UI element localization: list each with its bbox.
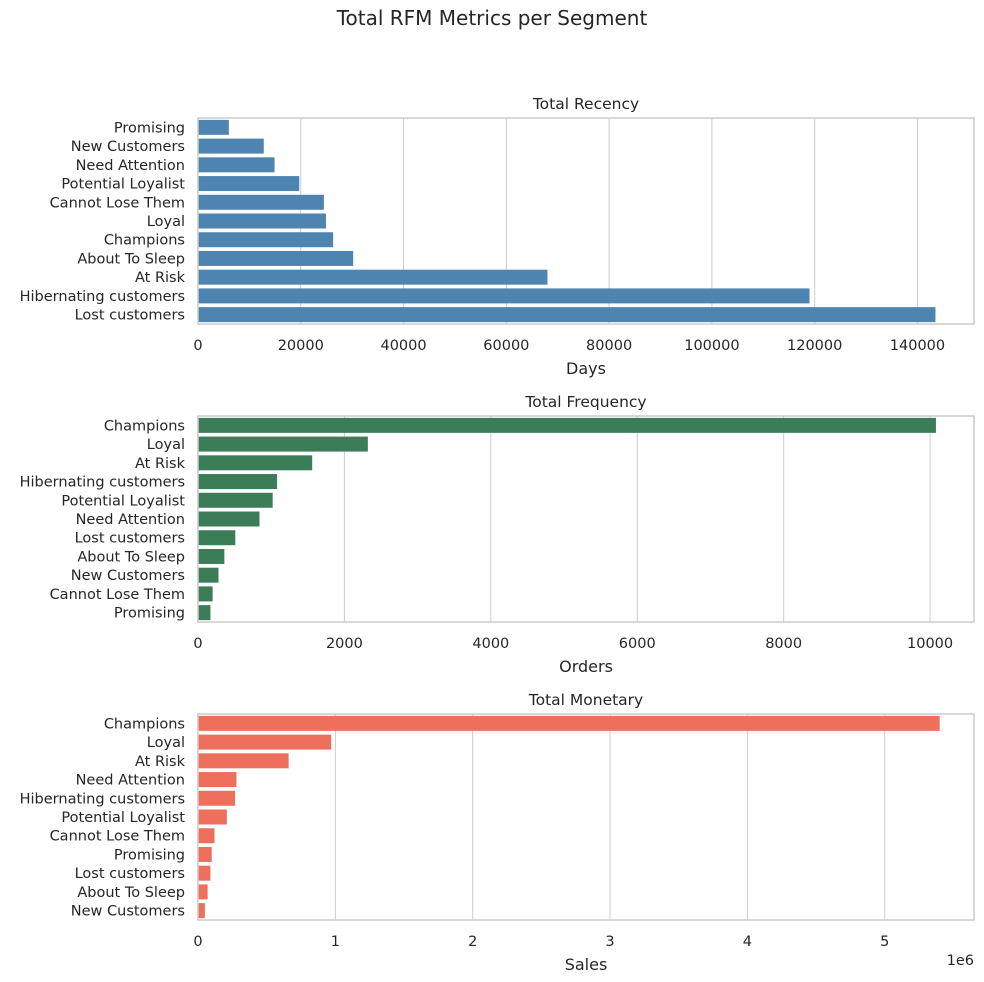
category-label: At Risk [135, 456, 186, 472]
category-label: Champions [104, 716, 185, 732]
category-label: Promising [114, 120, 185, 136]
bar [198, 903, 205, 919]
plot-frame [197, 117, 975, 325]
bar [198, 269, 548, 285]
x-axis-label: Sales [565, 955, 608, 974]
category-label: Cannot Lose Them [50, 587, 185, 603]
bar [198, 884, 208, 900]
category-label: Lost customers [75, 866, 185, 882]
bar [198, 232, 334, 248]
bar [198, 548, 225, 564]
bar [198, 194, 324, 210]
category-label: Cannot Lose Them [50, 195, 185, 211]
category-label: Lost customers [75, 308, 185, 324]
category-label: Potential Loyalist [61, 810, 185, 826]
category-label: Loyal [147, 437, 185, 453]
bar [198, 492, 273, 508]
bar [198, 288, 810, 304]
category-label: About To Sleep [77, 251, 185, 267]
bar [198, 138, 264, 154]
x-tick-label: 2000 [326, 636, 363, 652]
bar [198, 846, 212, 862]
x-tick-label: 100000 [684, 338, 739, 354]
bar [198, 865, 211, 881]
bar [198, 734, 332, 750]
panel-title: Total Monetary [528, 691, 643, 709]
bar [198, 567, 219, 583]
x-tick-label: 6000 [619, 636, 656, 652]
category-label: Need Attention [76, 773, 185, 789]
x-tick-label: 8000 [765, 636, 802, 652]
panel-title: Total Recency [532, 95, 639, 113]
plot-frame [197, 713, 975, 921]
x-tick-label: 4 [743, 934, 752, 950]
bar [198, 119, 229, 135]
bar [198, 474, 278, 490]
bar [198, 213, 326, 229]
category-label: At Risk [135, 754, 186, 770]
x-tick-label: 0 [193, 338, 202, 354]
category-label: Potential Loyalist [61, 493, 185, 509]
plot-frame [197, 415, 975, 623]
category-label: New Customers [71, 568, 185, 584]
bar [198, 176, 300, 192]
bar [198, 790, 236, 806]
x-tick-label: 120000 [787, 338, 842, 354]
x-tick-label: 140000 [890, 338, 945, 354]
bar [198, 250, 354, 266]
category-label: About To Sleep [77, 885, 185, 901]
category-label: At Risk [135, 270, 186, 286]
category-label: Promising [114, 847, 185, 863]
category-label: Need Attention [76, 158, 185, 174]
x-tick-label: 0 [193, 934, 202, 950]
category-label: Lost customers [75, 531, 185, 547]
category-label: Hibernating customers [20, 475, 185, 491]
bar [198, 772, 237, 788]
x-tick-label: 10000 [907, 636, 953, 652]
category-label: Need Attention [76, 512, 185, 528]
x-tick-label: 40000 [380, 338, 426, 354]
figure-title: Total RFM Metrics per Segment [336, 6, 648, 30]
bar [198, 511, 260, 527]
x-tick-label: 5 [880, 934, 889, 950]
x-tick-label: 20000 [278, 338, 324, 354]
category-label: Hibernating customers [20, 289, 185, 305]
bar [198, 753, 289, 769]
x-tick-label: 2 [468, 934, 477, 950]
category-label: Promising [114, 606, 185, 622]
bar [198, 605, 211, 621]
bar [198, 530, 236, 546]
bar [198, 455, 313, 471]
x-tick-label: 3 [605, 934, 614, 950]
bar [198, 809, 227, 825]
axis-offset-label: 1e6 [947, 953, 974, 969]
bar [198, 307, 936, 323]
bar [198, 586, 213, 602]
x-tick-label: 1 [331, 934, 340, 950]
category-label: Potential Loyalist [61, 177, 185, 193]
x-axis-label: Orders [559, 657, 613, 676]
x-tick-label: 0 [193, 636, 202, 652]
category-label: About To Sleep [77, 549, 185, 565]
category-label: Loyal [147, 214, 185, 230]
category-label: Champions [104, 418, 185, 434]
bar [198, 436, 368, 452]
category-label: Cannot Lose Them [50, 829, 185, 845]
x-tick-label: 4000 [472, 636, 509, 652]
category-label: New Customers [71, 139, 185, 155]
x-axis-label: Days [566, 359, 606, 378]
bar [198, 828, 215, 844]
bar [198, 157, 275, 173]
x-tick-label: 60000 [483, 338, 529, 354]
category-label: New Customers [71, 904, 185, 920]
panel-title: Total Frequency [524, 393, 646, 411]
bar [198, 715, 940, 731]
category-label: Hibernating customers [20, 791, 185, 807]
category-label: Loyal [147, 735, 185, 751]
x-tick-label: 80000 [586, 338, 632, 354]
bar [198, 417, 936, 433]
category-label: Champions [104, 233, 185, 249]
